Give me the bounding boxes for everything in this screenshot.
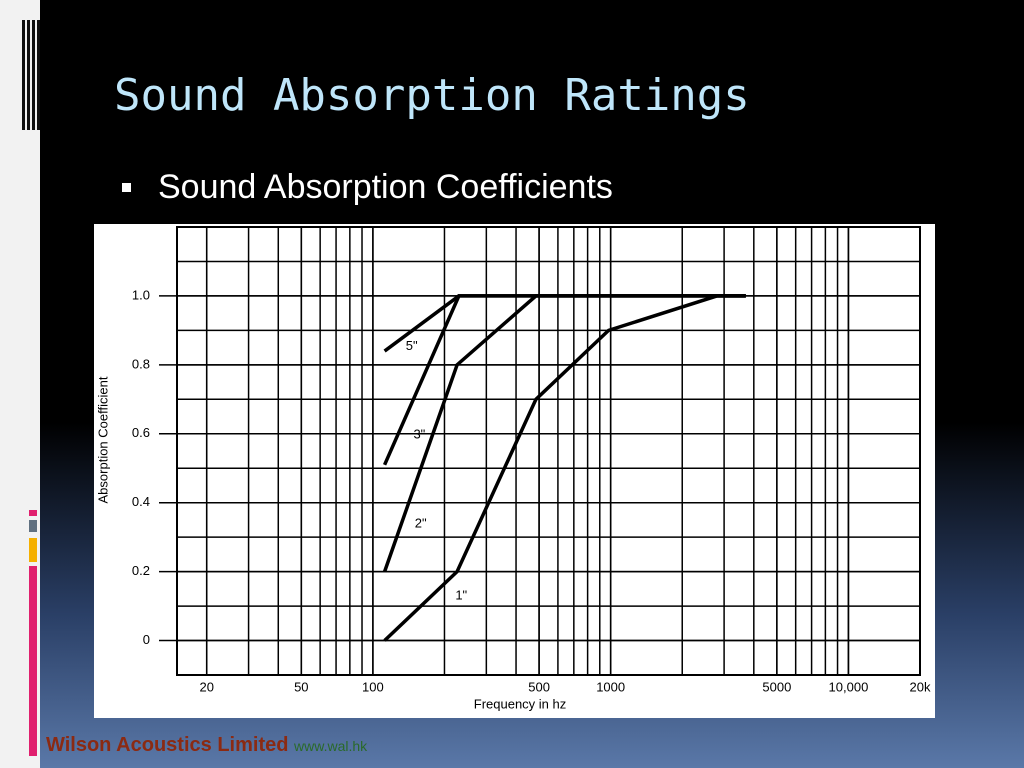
y-tick-label: 0.4 [132, 494, 150, 509]
title: Sound Absorption Ratings [114, 70, 750, 121]
x-tick-label: 100 [362, 679, 384, 694]
y-axis-label: Absorption Coefficient [95, 376, 110, 503]
side-strip [0, 0, 40, 768]
y-tick-label: 1.0 [132, 287, 150, 302]
y-tick-label: 0.6 [132, 425, 150, 440]
accent [29, 566, 37, 756]
series-label: 5" [406, 338, 418, 353]
company: Wilson Acoustics Limited [46, 734, 289, 756]
series-label: 1" [455, 588, 467, 603]
chart: 20 50 100 500 1000 5000 10,000 20k 0 0.2 0.4 0.6 0.8… [94, 224, 935, 718]
series-line [383, 294, 746, 642]
x-tick-label: 1000 [596, 679, 625, 694]
accent [29, 520, 37, 532]
x-tick-label: 500 [528, 679, 550, 694]
accent [29, 538, 37, 562]
x-tick-label: 5000 [762, 679, 791, 694]
accent [29, 510, 37, 516]
series-label: 2" [415, 515, 427, 530]
x-tick-label: 20k [910, 679, 931, 694]
x-axis-label: Frequency in hz [474, 696, 567, 711]
y-tick-label: 0.2 [132, 563, 150, 578]
x-tick-label: 50 [294, 679, 308, 694]
y-tick-label: 0.8 [132, 356, 150, 371]
x-tick-label: 10,000 [829, 679, 869, 694]
footer-url: www.wal.hk [294, 738, 368, 754]
y-tick-label: 0 [143, 632, 150, 647]
x-tick-label: 20 [199, 679, 213, 694]
footer-company: Wilson Acoustics Limited www.wal.hk [46, 734, 367, 757]
series-label: 3" [413, 426, 425, 441]
bullet-marker [122, 183, 131, 192]
series-line [382, 294, 746, 573]
bullet: Sound Absorption Coefficients [158, 168, 613, 206]
stripes [22, 20, 40, 130]
chart-background [94, 224, 935, 718]
